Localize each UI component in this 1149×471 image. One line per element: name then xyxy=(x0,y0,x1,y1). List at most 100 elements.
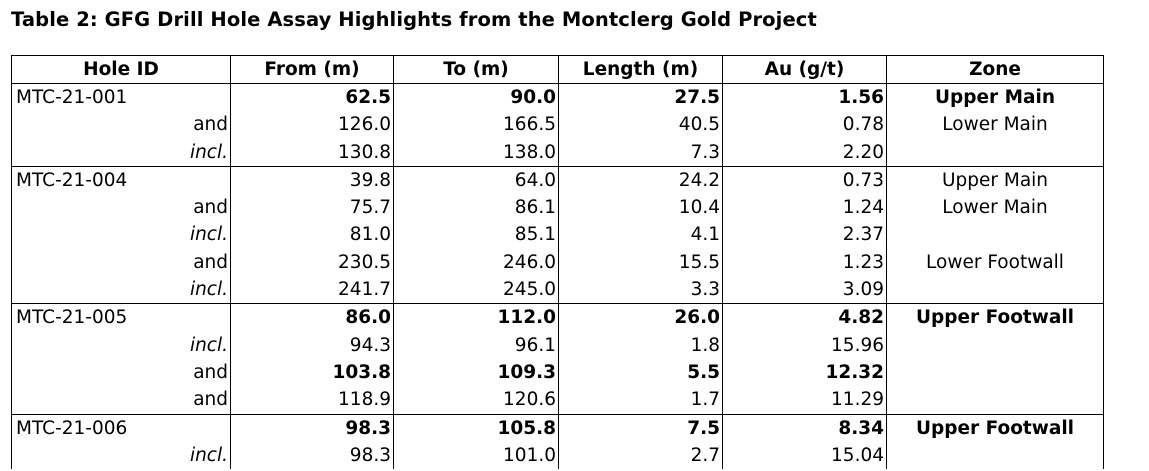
col-header-from: From (m) xyxy=(230,55,394,84)
interval-qualifier: and xyxy=(193,114,228,136)
cell-zone xyxy=(886,276,1104,305)
interval-qualifier: incl. xyxy=(189,224,228,246)
header-row: Hole ID From (m) To (m) Length (m) Au (g… xyxy=(11,55,1104,84)
cell-length: 15.5 xyxy=(558,248,723,277)
cell-zone: Upper Main xyxy=(886,83,1104,112)
table-row: and 118.9 120.6 1.7 11.29 xyxy=(11,386,1104,415)
cell-from: 230.5 xyxy=(230,248,394,277)
cell-hole-id: MTC-21-004 xyxy=(11,166,231,195)
cell-length: 2.7 xyxy=(558,441,723,470)
table-body: MTC-21-001 62.5 90.0 27.5 1.56 Upper Main and 1… xyxy=(11,83,1104,470)
table-row: incl. 98.3 101.0 2.7 15.04 xyxy=(11,441,1104,470)
cell-zone: Lower Main xyxy=(886,194,1104,222)
cell-au: 15.96 xyxy=(722,331,887,359)
cell-zone: Lower Footwall xyxy=(886,248,1104,277)
cell-from: 118.9 xyxy=(230,386,394,415)
cell-zone: Lower Main xyxy=(886,111,1104,139)
cell-to: 109.3 xyxy=(393,358,559,387)
table-row: incl. 94.3 96.1 1.8 15.96 xyxy=(11,331,1104,359)
cell-hole-id: and xyxy=(11,386,231,415)
cell-from: 75.7 xyxy=(230,194,394,222)
table-row: and 103.8 109.3 5.5 12.32 xyxy=(11,358,1104,387)
table-row: incl. 241.7 245.0 3.3 3.09 xyxy=(11,276,1104,305)
cell-length: 5.5 xyxy=(558,358,723,387)
cell-from: 98.3 xyxy=(230,414,394,442)
table-row: and 75.7 86.1 10.4 1.24 Lower Main xyxy=(11,194,1104,222)
cell-from: 86.0 xyxy=(230,303,394,332)
cell-zone: Upper Main xyxy=(886,166,1104,195)
cell-from: 94.3 xyxy=(230,331,394,359)
cell-to: 86.1 xyxy=(393,194,559,222)
cell-from: 241.7 xyxy=(230,276,394,305)
cell-hole-id: and xyxy=(11,194,231,222)
cell-to: 246.0 xyxy=(393,248,559,277)
cell-length: 1.8 xyxy=(558,331,723,359)
cell-length: 27.5 xyxy=(558,83,723,112)
hole-id-text: MTC-21-004 xyxy=(16,169,128,191)
cell-au: 11.29 xyxy=(722,386,887,415)
cell-au: 2.37 xyxy=(722,221,887,249)
cell-from: 126.0 xyxy=(230,111,394,139)
interval-qualifier: incl. xyxy=(189,444,228,466)
col-header-au: Au (g/t) xyxy=(722,55,887,84)
cell-au: 12.32 xyxy=(722,358,887,387)
table-row: MTC-21-006 98.3 105.8 7.5 8.34 Upper Footwall xyxy=(11,414,1104,442)
col-header-zone: Zone xyxy=(886,55,1104,84)
cell-hole-id: and xyxy=(11,111,231,139)
cell-to: 90.0 xyxy=(393,83,559,112)
cell-to: 64.0 xyxy=(393,166,559,195)
col-header-length: Length (m) xyxy=(558,55,723,84)
cell-to: 101.0 xyxy=(393,441,559,470)
cell-au: 0.73 xyxy=(722,166,887,195)
interval-qualifier: and xyxy=(193,389,228,411)
cell-au: 0.78 xyxy=(722,111,887,139)
interval-qualifier: incl. xyxy=(189,279,228,301)
assay-table: Hole ID From (m) To (m) Length (m) Au (g… xyxy=(11,55,1104,470)
cell-length: 4.1 xyxy=(558,221,723,249)
cell-length: 40.5 xyxy=(558,111,723,139)
cell-au: 15.04 xyxy=(722,441,887,470)
table-row: MTC-21-005 86.0 112.0 26.0 4.82 Upper Footwal… xyxy=(11,303,1104,332)
table-row: and 230.5 246.0 15.5 1.23 Lower Footwall xyxy=(11,248,1104,277)
interval-qualifier: and xyxy=(193,251,228,273)
cell-to: 96.1 xyxy=(393,331,559,359)
cell-from: 39.8 xyxy=(230,166,394,195)
cell-to: 85.1 xyxy=(393,221,559,249)
cell-hole-id: and xyxy=(11,248,231,277)
cell-to: 120.6 xyxy=(393,386,559,415)
hole-id-text: MTC-21-006 xyxy=(16,417,128,439)
cell-hole-id: incl. xyxy=(11,276,231,305)
cell-zone: Upper Footwall xyxy=(886,303,1104,332)
cell-zone xyxy=(886,221,1104,249)
cell-hole-id: incl. xyxy=(11,221,231,249)
table-row: MTC-21-004 39.8 64.0 24.2 0.73 Upper Main xyxy=(11,166,1104,195)
cell-to: 138.0 xyxy=(393,138,559,167)
col-header-to: To (m) xyxy=(393,55,559,84)
col-header-hole-id: Hole ID xyxy=(11,55,231,84)
cell-from: 103.8 xyxy=(230,358,394,387)
interval-qualifier: incl. xyxy=(189,334,228,356)
cell-to: 105.8 xyxy=(393,414,559,442)
cell-length: 7.5 xyxy=(558,414,723,442)
cell-hole-id: incl. xyxy=(11,331,231,359)
cell-length: 1.7 xyxy=(558,386,723,415)
interval-qualifier: incl. xyxy=(189,141,228,163)
cell-hole-id: incl. xyxy=(11,441,231,470)
table-title: Table 2: GFG Drill Hole Assay Highlights… xyxy=(11,8,817,31)
cell-length: 3.3 xyxy=(558,276,723,305)
cell-zone xyxy=(886,138,1104,167)
table-row: incl. 130.8 138.0 7.3 2.20 xyxy=(11,138,1104,167)
cell-from: 98.3 xyxy=(230,441,394,470)
cell-to: 112.0 xyxy=(393,303,559,332)
cell-zone xyxy=(886,386,1104,415)
interval-qualifier: and xyxy=(193,361,228,383)
cell-au: 1.23 xyxy=(722,248,887,277)
cell-au: 3.09 xyxy=(722,276,887,305)
cell-zone xyxy=(886,441,1104,470)
cell-length: 10.4 xyxy=(558,194,723,222)
cell-length: 26.0 xyxy=(558,303,723,332)
cell-au: 1.56 xyxy=(722,83,887,112)
cell-zone: Upper Footwall xyxy=(886,414,1104,442)
cell-au: 4.82 xyxy=(722,303,887,332)
cell-length: 7.3 xyxy=(558,138,723,167)
